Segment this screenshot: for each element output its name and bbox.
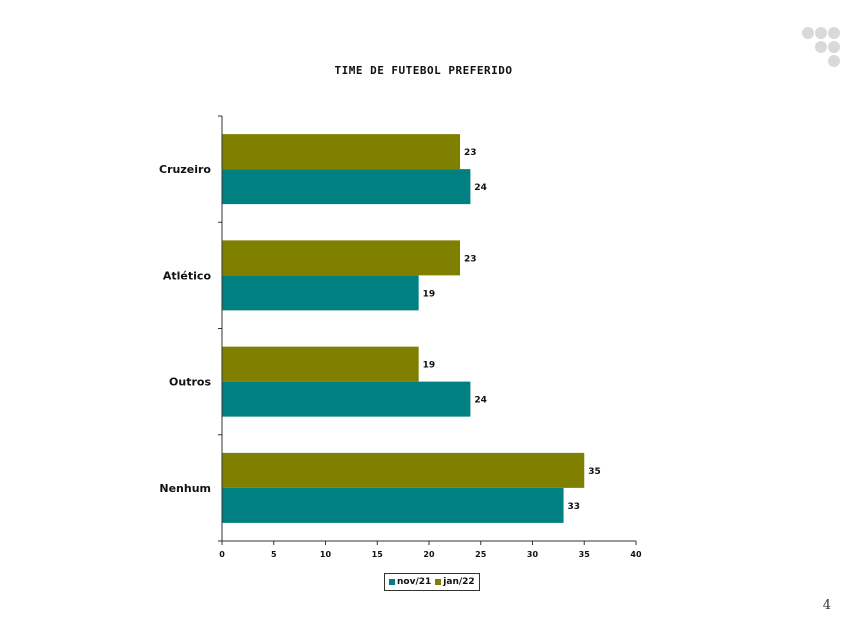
bar-atlético-nov-21 [222, 275, 419, 311]
logo-dot [815, 41, 827, 53]
data-label: 23 [464, 254, 477, 264]
logo-dot [815, 27, 827, 39]
data-label: 23 [464, 148, 477, 158]
chart-title: TIME DE FUTEBOL PREFERIDO [334, 64, 513, 77]
page-number: 4 [822, 598, 831, 613]
legend-item-series-2: jan/22 [435, 577, 475, 587]
logo-dot [828, 55, 840, 67]
logo-dot [802, 27, 814, 39]
legend-swatch-series-2 [435, 579, 442, 585]
x-tick-label: 25 [475, 550, 487, 559]
bar-outros-nov-21 [222, 381, 471, 417]
x-tick-label: 20 [423, 550, 435, 559]
category-label: Nenhum [159, 482, 211, 495]
chart-legend: nov/21 jan/22 [384, 573, 480, 591]
data-label: 19 [423, 289, 436, 299]
category-label: Cruzeiro [159, 163, 211, 176]
legend-swatch-series-1 [389, 579, 395, 585]
category-label: Atlético [163, 269, 212, 282]
x-tick-label: 0 [219, 550, 225, 559]
bar-cruzeiro-jan-22 [222, 134, 461, 170]
category-label: Outros [169, 376, 211, 389]
x-tick-label: 15 [372, 550, 384, 559]
data-label: 24 [474, 396, 487, 406]
x-tick-label: 35 [579, 550, 591, 559]
x-tick-label: 30 [527, 550, 539, 559]
x-tick-label: 10 [320, 550, 332, 559]
data-label: 24 [474, 183, 487, 193]
bar-nenhum-jan-22 [222, 452, 585, 488]
logo-dots-icon [802, 27, 840, 67]
bar-atlético-jan-22 [222, 240, 461, 276]
legend-item-series-1: nov/21 [389, 577, 431, 587]
data-label: 33 [568, 502, 581, 512]
bar-nenhum-nov-21 [222, 487, 564, 523]
legend-label-series-2: jan/22 [443, 577, 475, 587]
bar-outros-jan-22 [222, 346, 419, 382]
x-tick-label: 5 [271, 550, 277, 559]
logo-dot [828, 27, 840, 39]
x-tick-label: 40 [630, 550, 642, 559]
legend-label-series-1: nov/21 [397, 577, 432, 587]
bar-cruzeiro-nov-21 [222, 169, 471, 205]
logo-dot [828, 41, 840, 53]
data-label: 19 [423, 361, 436, 371]
data-label: 35 [588, 467, 601, 477]
